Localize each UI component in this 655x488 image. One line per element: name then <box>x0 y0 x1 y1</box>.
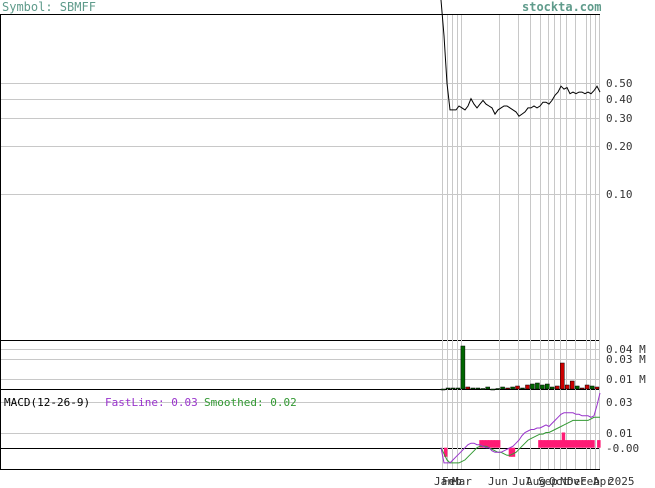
macd-histogram-bar <box>494 440 498 448</box>
macd-histogram-bar <box>558 440 563 448</box>
macd-histogram-bar <box>588 440 592 448</box>
volume-bar <box>445 387 451 390</box>
macd-histogram-bar <box>582 440 586 448</box>
volume-bar <box>490 388 495 391</box>
macd-fast-line <box>440 392 601 464</box>
volume-bar <box>555 385 560 390</box>
volume-bar <box>500 386 505 390</box>
symbol-label: Symbol: SBMFF <box>2 0 96 14</box>
volume-bar <box>574 385 580 390</box>
price-tick-label: 0.20 <box>606 139 633 153</box>
volume-panel <box>0 340 600 390</box>
price-tick-label: 0.30 <box>606 111 633 125</box>
volume-bar <box>520 387 525 390</box>
volume-bar <box>475 387 481 390</box>
x-tick-label: 2025 <box>608 475 635 488</box>
x-tick-label: Aug <box>526 475 546 488</box>
macd-histogram-bar <box>547 440 551 448</box>
macd-histogram-bar <box>544 440 548 448</box>
macd-title: MACD(12-26-9) <box>4 396 91 409</box>
volume-bar <box>470 387 476 390</box>
volume-bar <box>535 382 540 390</box>
volume-bar <box>515 385 520 390</box>
volume-bar <box>530 383 535 390</box>
volume-bar <box>579 387 585 390</box>
macd-histogram-bar <box>479 440 483 448</box>
volume-bar <box>505 387 510 390</box>
macd-histogram-bar <box>549 440 554 448</box>
x-tick-label: Mar <box>452 475 472 488</box>
volume-tick-label: 0.03 M <box>606 352 646 366</box>
macd-histogram-bar <box>511 447 516 457</box>
macd-histogram-bar <box>576 440 580 448</box>
macd-histogram-bar <box>567 440 572 448</box>
x-tick-label: Feb <box>580 475 600 488</box>
volume-bar <box>584 384 590 390</box>
macd-tick-label: 0.01 <box>606 426 633 440</box>
macd-histogram-bar <box>488 440 492 448</box>
macd-histogram-bar <box>541 440 545 448</box>
macd-tick-label: -0.00 <box>606 441 640 455</box>
volume-bar <box>440 388 446 391</box>
volume-bar <box>564 384 570 390</box>
macd-histogram-bar <box>591 440 595 448</box>
macd-histogram-bar <box>579 440 583 448</box>
macd-histogram-bar <box>538 440 542 448</box>
volume-bar <box>455 387 461 390</box>
volume-bar <box>495 388 500 390</box>
x-tick-label: Jan <box>434 475 454 488</box>
price-panel <box>0 14 600 341</box>
macd-histogram-bar <box>561 432 566 448</box>
volume-bar <box>540 384 545 390</box>
x-tick-label: Nov <box>560 475 580 488</box>
volume-bar <box>560 362 565 390</box>
site-label: stockta.com <box>522 0 602 14</box>
macd-histogram-bar <box>491 440 495 448</box>
macd-histogram-bar <box>555 440 560 448</box>
price-tick-label: 0.50 <box>606 76 633 90</box>
volume-bar <box>485 386 490 390</box>
macd-histogram-bar <box>564 440 569 448</box>
macd-histogram-bar <box>570 440 575 448</box>
macd-histogram-bar <box>485 440 489 448</box>
volume-tick-label: 0.01 M <box>606 372 646 386</box>
price-tick-label: 0.40 <box>606 92 633 106</box>
volume-bar <box>550 386 555 390</box>
x-tick-label: Oct <box>549 475 569 488</box>
macd-histogram-bar <box>585 440 589 448</box>
macd-smooth-label: Smoothed: 0.02 <box>204 396 297 409</box>
macd-histogram-bar <box>496 440 501 448</box>
macd-histogram-bar <box>443 447 448 457</box>
macd-histogram-bar <box>552 440 557 448</box>
macd-histogram-bar <box>597 440 601 448</box>
macd-panel <box>0 389 600 470</box>
volume-bar <box>594 386 600 390</box>
macd-smoothed-line <box>440 416 600 464</box>
macd-histogram-bar <box>573 440 577 448</box>
volume-bar <box>460 345 466 390</box>
volume-tick-label: 0.04 M <box>606 342 646 356</box>
volume-bar <box>465 386 471 390</box>
volume-bar <box>569 380 575 390</box>
volume-bar <box>589 385 595 390</box>
x-tick-label: Dec <box>567 475 587 488</box>
macd-tick-label: 0.03 <box>606 395 633 409</box>
volume-bar <box>450 387 456 390</box>
macd-histogram-bar <box>508 447 513 457</box>
volume-bar <box>545 383 550 390</box>
x-tick-label: Feb <box>442 475 462 488</box>
x-tick-label: Jul <box>512 475 532 488</box>
price-line <box>440 0 601 117</box>
macd-histogram-bar <box>482 440 486 448</box>
price-tick-label: 0.10 <box>606 187 633 201</box>
macd-fast-label: FastLine: 0.03 <box>105 396 198 409</box>
x-tick-label: Jun <box>488 475 508 488</box>
x-tick-label: Apr <box>593 475 613 488</box>
volume-bar <box>510 386 515 390</box>
x-tick-label: Sep <box>538 475 558 488</box>
volume-bar <box>480 388 486 390</box>
volume-bar <box>525 384 530 390</box>
